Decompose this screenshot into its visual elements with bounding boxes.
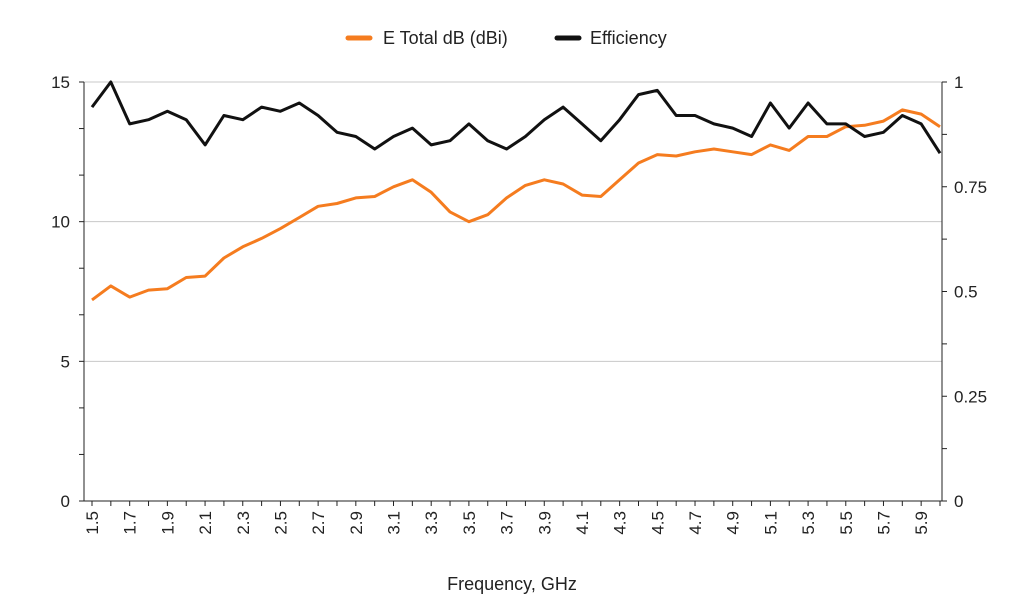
grid-lines [84, 81, 942, 362]
x-tick-label: 4.7 [686, 511, 705, 535]
x-tick-label: 3.3 [422, 511, 441, 535]
y-right-tick-label: 0.75 [954, 178, 987, 197]
x-tick-label: 2.9 [347, 511, 366, 535]
y-left-tick-label: 10 [51, 213, 70, 232]
x-tick-label: 2.3 [234, 511, 253, 535]
x-tick-label: 1.5 [83, 511, 102, 535]
y-left-tick-label: 0 [61, 492, 70, 511]
y-right-tick-label: 1 [954, 73, 963, 92]
x-tick-label: 3.7 [498, 511, 517, 535]
x-tick-label: 4.1 [573, 511, 592, 535]
axes: 0 5 10 15 0 0.25 0.5 0.75 1 1.5 1.7 1.9 2.1 2.3 2.5 2.7… [51, 73, 987, 535]
x-tick-label: 5.7 [874, 511, 893, 535]
x-tick-label: 5.3 [799, 511, 818, 535]
y-left-tick-label: 15 [51, 73, 70, 92]
y-left-tick-label: 5 [61, 352, 70, 371]
x-tick-label: 5.5 [837, 511, 856, 535]
x-tick-label: 4.3 [611, 511, 630, 535]
series-line-e-total [91, 108, 941, 302]
legend: E Total dB (dBi) Efficiency [345, 28, 667, 48]
y-right-tick-label: 0 [954, 492, 963, 511]
x-tick-label: 4.9 [724, 511, 743, 535]
x-tick-label: 4.5 [648, 511, 667, 535]
x-tick-label: 2.5 [271, 511, 290, 535]
x-tick-label: 3.9 [535, 511, 554, 535]
x-tick-label: 2.7 [309, 511, 328, 535]
series-line-efficiency [90, 80, 942, 155]
x-tick-label: 5.9 [912, 511, 931, 535]
x-tick-label: 2.1 [196, 511, 215, 535]
legend-label: Efficiency [590, 28, 667, 48]
x-tick-label: 1.7 [121, 511, 140, 535]
legend-label: E Total dB (dBi) [383, 28, 508, 48]
series-layer [90, 80, 942, 302]
x-axis-label: Frequency, GHz [447, 574, 577, 594]
y-right-tick-label: 0.25 [954, 387, 987, 406]
x-tick-label: 3.1 [385, 511, 404, 535]
y-right-tick-label: 0.5 [954, 283, 978, 302]
x-tick-label: 5.1 [761, 511, 780, 535]
x-tick-label: 3.5 [460, 511, 479, 535]
x-tick-label: 1.9 [158, 511, 177, 535]
